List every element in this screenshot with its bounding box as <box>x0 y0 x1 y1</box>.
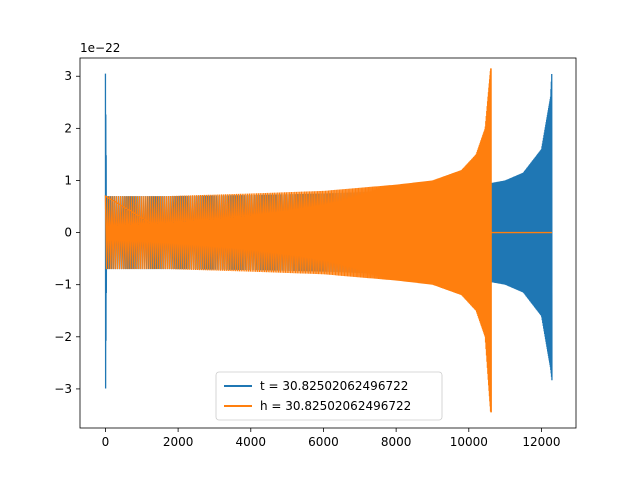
y-tick-label: 3 <box>64 69 72 83</box>
y-tick-label: 2 <box>64 121 72 135</box>
series-h-line <box>104 68 553 413</box>
y-tick-label: 0 <box>64 226 72 240</box>
legend-box <box>215 371 443 421</box>
y-tick-label: −1 <box>54 278 72 292</box>
x-tick-label: 6000 <box>308 435 339 449</box>
x-tick-label: 12000 <box>522 435 560 449</box>
x-axis: 0 2000 4000 6000 8000 10000 12000 <box>102 428 561 449</box>
legend-label: h = 30.82502062496722 <box>260 399 411 413</box>
y-tick-label: −2 <box>54 330 72 344</box>
y-offset-label: 1e−22 <box>80 41 120 55</box>
y-tick-label: −3 <box>54 382 72 396</box>
series-layer <box>104 68 553 413</box>
x-tick-label: 2000 <box>163 435 194 449</box>
x-tick-label: 8000 <box>381 435 412 449</box>
y-axis: −3 −2 −1 0 1 2 3 <box>54 69 80 396</box>
y-tick-label: 1 <box>64 173 72 187</box>
legend: t = 30.82502062496722 h = 30.825020624967… <box>215 371 443 421</box>
x-tick-label: 10000 <box>450 435 488 449</box>
axes-frame <box>79 57 577 429</box>
legend-label: t = 30.82502062496722 <box>260 379 408 393</box>
x-tick-label: 4000 <box>236 435 267 449</box>
x-tick-label: 0 <box>102 435 110 449</box>
